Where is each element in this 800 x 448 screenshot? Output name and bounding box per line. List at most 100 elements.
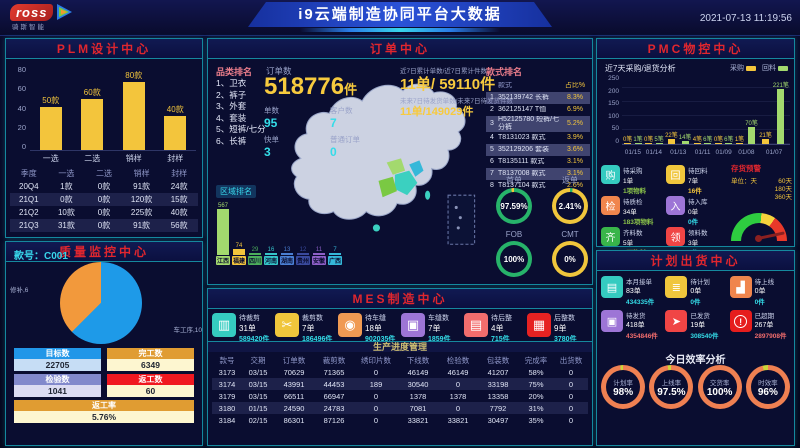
column-header: 绣印片数 — [361, 355, 391, 365]
style-rank-row[interactable]: 5 352129206 套装 3.6% — [486, 144, 590, 157]
bar-value-label: 5笔 — [654, 137, 664, 143]
series-bar: 1笔 — [735, 134, 744, 144]
card-pending-instock[interactable]: 入待入库 0单 0件 — [666, 196, 729, 226]
substat-label: 快单 — [264, 135, 279, 144]
legend-chip — [778, 65, 788, 71]
taiwan-island — [425, 190, 431, 200]
series-bar: 1笔 — [633, 134, 643, 144]
style-rank-row[interactable]: 8 T8137104 款式 2.6% — [486, 180, 590, 192]
panel-title-quality: 质量监控中心 — [6, 242, 202, 262]
region-bar — [265, 253, 277, 255]
card-title: 本月接单 — [626, 279, 652, 286]
table-cell: 03/15 — [248, 379, 268, 389]
table-row[interactable]: 20Q4 1款 0款 91款 24款 — [10, 180, 198, 193]
y-axis-tick: 150 — [608, 100, 619, 108]
table-cell: 8 — [490, 182, 494, 190]
bar-column: 40款 — [164, 104, 187, 150]
card-pending-cut[interactable]: ▥ 待裁剪 31单 589420件 — [212, 313, 273, 344]
card-pending-qc[interactable]: 检待质检 34单 183项物料 — [601, 196, 664, 226]
order-substat: 快单 3 — [264, 134, 328, 159]
card-title: 车缝数 — [428, 315, 449, 322]
bar — [777, 89, 785, 144]
china-map[interactable] — [266, 67, 491, 262]
table-row[interactable]: 3173 03/15 70629 71365 0 46149 46149 41207 58% 0 — [212, 366, 588, 378]
bar-pair: 4笔 6笔 — [693, 134, 712, 144]
table-row[interactable]: 21Q2 10款 0款 225款 40款 — [10, 206, 198, 219]
style-rank-row[interactable]: 3 H52125780 短裤/七分裤 5.2% — [486, 116, 590, 133]
series-bar: 0笔 — [623, 134, 632, 144]
card-shipped[interactable]: ➤ 已发货 19单 308540件 — [665, 310, 727, 340]
table-row[interactable]: 3174 03/15 43991 44453 189 30540 0 33198 75% 0 — [212, 378, 588, 390]
card-finish-count[interactable]: ▦ 后整数 9单 3780件 — [527, 313, 588, 344]
ring-block: 首单 97.59% — [490, 175, 538, 224]
table-row[interactable]: 21Q3 31款 0款 91款 56款 — [10, 219, 198, 232]
style-rank-row[interactable]: 1 352139742 长裤 8.3% — [486, 92, 590, 104]
card-sew-count[interactable]: ▣ 车缝数 7单 1859件 — [401, 313, 462, 344]
card-pending-sew[interactable]: ◉ 待车缝 18单 902035件 — [338, 313, 399, 344]
card-orders: 0单 — [688, 209, 699, 216]
card-pending-purchase[interactable]: 购待采购 1单 1项物料 — [601, 165, 664, 195]
card-pending-plan[interactable]: ≣ 待计划 0单 0件 — [665, 276, 727, 306]
sewing-machine-icon: ▣ — [406, 317, 420, 332]
style-rank-row[interactable]: 6 T8135111 款式 3.1% — [486, 156, 590, 168]
overdue-tile: ! — [729, 310, 752, 332]
style-rank-row[interactable]: 4 T8131023 款式 3.9% — [486, 132, 590, 144]
table-cell: 1 — [490, 93, 494, 101]
plm-bar — [122, 82, 145, 150]
ring-block: CMT 0% — [546, 230, 594, 277]
ring-label: 计划率 — [613, 379, 633, 387]
table-row[interactable]: 21Q1 0款 0款 120款 15款 — [10, 193, 198, 206]
table-cell: 46149 — [407, 367, 429, 377]
pmc-bar-chart: 250 200 150 100 50 0 0笔 1笔 01/15 0笔 5笔 01/14 22笔 14笔… — [603, 75, 790, 159]
table-row[interactable]: 3179 03/15 66511 66947 0 1378 1378 13358 20% 0 — [212, 390, 588, 402]
south-sea-inset — [447, 194, 476, 245]
card-pending-return[interactable]: 回待回料 7单 16件 — [666, 165, 729, 195]
panel-orders: 订单中心 品类排名 1、卫衣 2、裤子 3、外套 4、套装 5、短裤/七分 6、长裤 订单… — [207, 38, 593, 285]
production-progress-table: 款号 交期 订单数 裁剪数 绣印片数 下线数 检验数 包装数 完成率 出货数 3173 03/15 70… — [212, 354, 588, 426]
card-cut-count[interactable]: ✂ 裁剪数 7单 186496件 — [275, 313, 336, 344]
table-cell: 0 — [455, 403, 461, 413]
table-row[interactable]: 3180 01/15 24590 24783 0 7081 0 7792 31% 0 — [212, 402, 588, 414]
style-rank-row[interactable]: 7 T8137008 款式 3.1% — [486, 168, 590, 181]
region-name: 安徽 — [312, 256, 327, 265]
warning-icon: ! — [734, 314, 748, 328]
y-axis: 250 200 150 100 50 0 — [603, 75, 619, 145]
table-row[interactable]: 3184 02/15 86301 87126 0 33821 33821 30497 35% 0 — [212, 414, 588, 426]
pending-sew-tile: ◉ — [338, 313, 362, 337]
card-pieces: 4354846件 — [626, 333, 658, 340]
table-cell: 3173 — [218, 367, 236, 377]
style-rank-row[interactable]: 2 362125147 T恤 6.9% — [486, 104, 590, 116]
highlight-province-1 — [394, 170, 418, 196]
ring-label: 返单 — [562, 176, 578, 185]
material-issued-tile: 领 — [666, 227, 685, 246]
ring-label: 首单 — [506, 176, 522, 185]
card-title: 待上线 — [754, 279, 775, 286]
y-axis-tick: 20 — [17, 122, 26, 132]
ring-value: 96% — [757, 386, 778, 398]
card-pending-online[interactable]: ▟ 待上线 0单 0件 — [729, 276, 792, 306]
card-pending-ship[interactable]: ▣ 待发货 418单 4354846件 — [601, 310, 663, 340]
card-month-orders[interactable]: ▤ 本月接单 83单 434335件 — [601, 276, 663, 306]
card-pending-finish[interactable]: ▤ 待后整 4单 715件 — [464, 313, 525, 344]
card-overdue[interactable]: ! 已超期 267单 2897908件 — [729, 310, 792, 340]
column-header: 裁剪数 — [322, 355, 346, 365]
category-item: 3、外套 — [216, 101, 247, 111]
ring-label: CMT — [561, 230, 579, 239]
card-pieces: 186496件 — [302, 336, 333, 343]
efficiency-ring: 交货率 100% — [697, 365, 742, 409]
card-text: 已发货 19单 308540件 — [690, 310, 718, 340]
bar — [645, 143, 653, 144]
x-axis-label: 01/15 — [624, 149, 641, 156]
panel-title-shipment: 计划出货中心 — [597, 251, 794, 271]
list-icon: ≣ — [671, 281, 681, 294]
table-cell: 3.1% — [567, 158, 583, 166]
ring-value: 100% — [706, 386, 733, 398]
logo-text: ross — [10, 3, 54, 21]
region-name: 湖南 — [280, 256, 295, 265]
table-cell: 0 — [373, 367, 379, 377]
order-ring-charts: 首单 97.59% 返单 2.41% FOB 100% CMT 0% — [490, 175, 594, 277]
bar-value-label: 12 — [299, 247, 307, 253]
table-cell: 0款 — [60, 195, 73, 204]
card-text: 裁剪数 7单 186496件 — [302, 313, 332, 344]
table-cell: 352139742 长裤 — [498, 93, 549, 101]
